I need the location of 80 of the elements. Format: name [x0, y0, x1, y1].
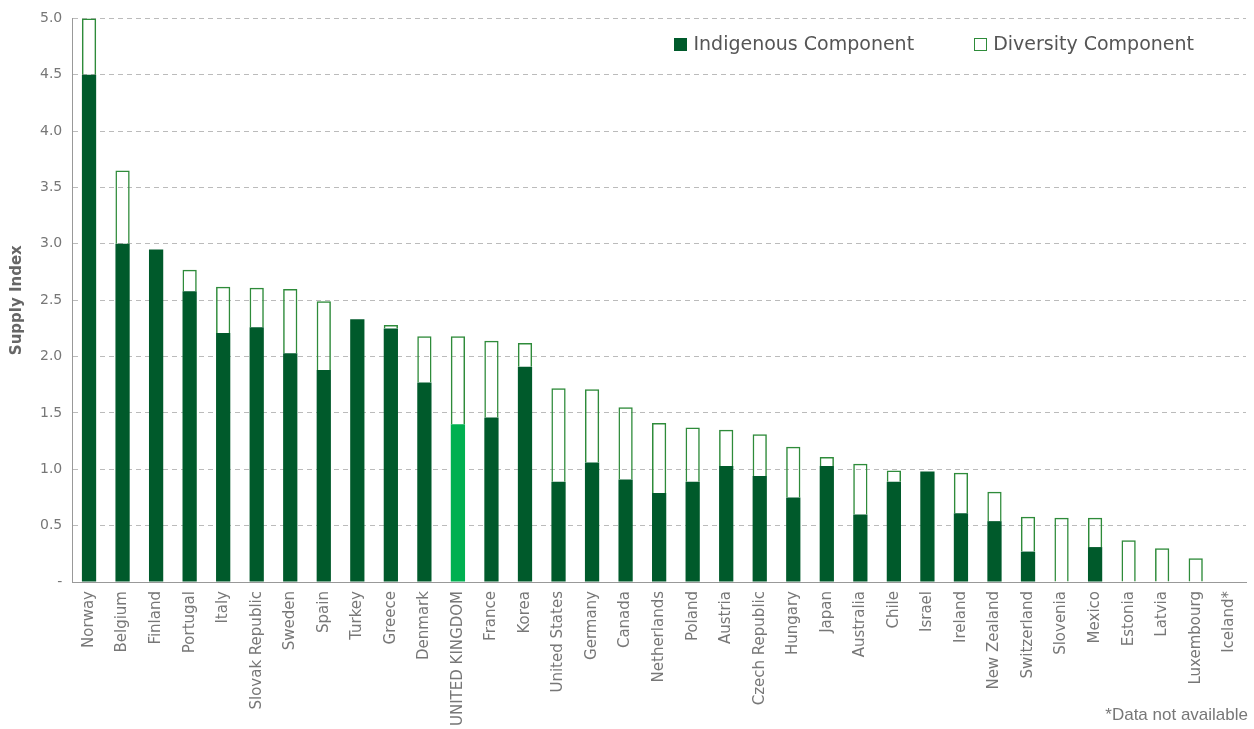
bar — [216, 332, 231, 582]
x-tick-label: Mexico — [1084, 591, 1103, 644]
y-tick-label: 4.5 — [40, 65, 63, 82]
x-tick-label: Netherlands — [649, 590, 668, 683]
x-tick-label: Latvia — [1152, 591, 1171, 637]
bar — [383, 328, 398, 582]
x-tick-label: Estonia — [1118, 591, 1137, 647]
y-tick-label: 3.0 — [40, 234, 63, 251]
bar — [81, 74, 97, 582]
x-tick-label: Finland — [145, 591, 164, 645]
bar — [1020, 551, 1036, 582]
x-tick-label: Turkey — [347, 590, 366, 641]
y-tick-label: 1.0 — [40, 459, 63, 476]
x-tick-label: Spain — [313, 591, 332, 633]
bar — [148, 249, 164, 582]
bar — [517, 366, 533, 582]
bar — [350, 319, 365, 582]
bar — [752, 476, 767, 582]
x-tick-label: Austria — [716, 591, 735, 645]
x-tick-label: Japan — [816, 591, 835, 634]
x-tick-label: Ireland — [950, 591, 969, 643]
bar — [450, 424, 466, 582]
x-tick-label: Greece — [380, 591, 399, 645]
x-tick-label: Portugal — [179, 591, 198, 654]
x-tick-label: Luxembourg — [1185, 591, 1204, 685]
x-tick-label: Australia — [850, 591, 869, 658]
x-tick-label: Israel — [917, 591, 936, 633]
x-tick-label: France — [481, 591, 500, 641]
bar — [920, 471, 935, 582]
x-tick-label: Iceland* — [1219, 590, 1238, 653]
bar — [685, 481, 700, 582]
x-tick-label: Chile — [883, 591, 902, 629]
x-tick-label: Slovak Republic — [246, 591, 265, 710]
bar — [1087, 547, 1103, 582]
bar — [853, 514, 868, 582]
bar — [786, 497, 801, 582]
y-axis-title: Supply Index — [6, 244, 25, 356]
x-tick-label: Czech Republic — [749, 591, 768, 706]
y-tick-label: 4.0 — [40, 121, 63, 138]
bar — [484, 417, 499, 582]
x-tick-label: Canada — [615, 591, 634, 649]
x-tick-label: United States — [548, 590, 567, 693]
bar — [584, 462, 600, 582]
bar — [886, 481, 902, 582]
bar — [283, 353, 298, 582]
x-tick-label: UNITED KINGDOM — [447, 591, 466, 727]
bar — [987, 521, 1002, 582]
y-tick-label: 0.5 — [40, 516, 63, 533]
x-tick-label: Sweden — [280, 591, 299, 651]
legend-label: Indigenous Component — [692, 32, 915, 54]
bar — [551, 481, 566, 582]
bar — [249, 327, 264, 582]
y-tick-label: - — [57, 572, 63, 589]
bar — [719, 465, 734, 582]
bar — [182, 291, 197, 582]
x-tick-label: Poland — [682, 591, 701, 642]
bar — [316, 370, 331, 582]
x-tick-label: New Zealand — [984, 591, 1003, 690]
x-tick-label: Switzerland — [1017, 591, 1036, 679]
bar — [819, 465, 834, 582]
x-tick-label: Korea — [514, 591, 533, 634]
x-tick-label: Germany — [581, 590, 600, 660]
y-tick-label: 2.5 — [40, 290, 63, 307]
bar — [417, 382, 432, 582]
bar — [652, 492, 667, 582]
x-tick-label: Belgium — [112, 591, 131, 653]
x-tick-label: Italy — [213, 590, 232, 624]
x-tick-label: Norway — [78, 590, 97, 648]
x-tick-label: Slovenia — [1051, 591, 1070, 655]
x-tick-label: Denmark — [414, 590, 433, 660]
legend-label: Diversity Component — [992, 32, 1194, 54]
text: *Data not available — [1105, 705, 1248, 725]
y-tick-label: 1.5 — [40, 403, 63, 420]
y-tick-label: 3.5 — [40, 178, 63, 195]
bar — [953, 513, 969, 582]
x-tick-label: Hungary — [783, 590, 802, 656]
bar — [115, 243, 130, 582]
y-tick-label: 5.0 — [40, 9, 63, 26]
bar — [618, 479, 633, 582]
y-tick-label: 2.0 — [40, 347, 63, 364]
